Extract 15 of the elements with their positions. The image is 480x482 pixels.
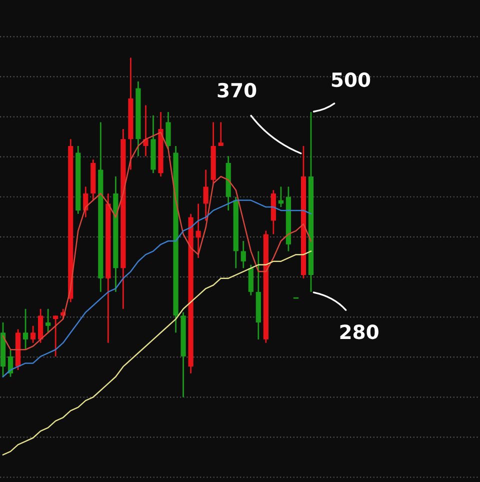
candlestick [203, 169, 208, 222]
candlestick [166, 111, 171, 150]
candlestick [30, 325, 36, 344]
candlestick [240, 240, 246, 269]
text: 500 [332, 72, 370, 88]
candlestick [46, 308, 51, 334]
candlestick [22, 308, 28, 350]
annotation: 370 [218, 82, 256, 98]
candlestick [53, 314, 58, 358]
candlestick [218, 122, 224, 147]
candlestick [143, 104, 148, 157]
candlestick [38, 308, 44, 344]
candlestick [196, 202, 201, 259]
candlestick [248, 264, 254, 296]
text: 280 [340, 324, 378, 340]
